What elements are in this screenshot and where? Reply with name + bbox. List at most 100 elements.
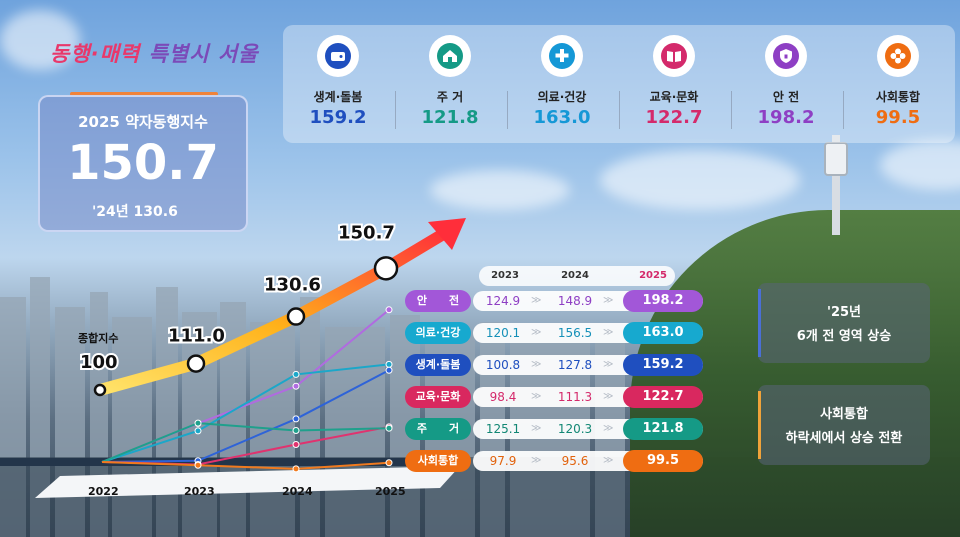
category-value: 122.7 [645, 107, 703, 128]
series-point [292, 440, 300, 448]
table-row: 주 거 125.1 ≫ 120.3 ≫ 121.8 [405, 418, 703, 440]
note-accent [758, 289, 761, 357]
total-index-line [94, 224, 456, 396]
total-point [93, 383, 107, 397]
value-2025: 122.7 [623, 386, 703, 408]
index-summary-box: 2025 약자동행지수 150.7 '24년 130.6 [38, 95, 248, 232]
category-name: 의료·건강 [537, 90, 587, 104]
row-label: 생계·돌봄 [405, 354, 471, 376]
table-header-2025: 2025 [639, 270, 667, 281]
series-point [385, 424, 393, 432]
total-arrow-head [428, 218, 466, 250]
note-all-areas-rise: '25년 6개 전 영역 상승 [758, 283, 930, 363]
category-name: 사회통합 [875, 90, 921, 104]
chevron-right-icon: ≫ [531, 359, 542, 370]
chevron-right-icon: ≫ [603, 359, 614, 370]
value-2024: 127.8 [557, 358, 593, 372]
series-line [101, 461, 390, 470]
chevron-right-icon: ≫ [531, 295, 542, 306]
index-chart: 100 111.0 130.6 150.7 2022 2023 2024 2025 종합지수 [0, 218, 466, 498]
category-health: 의료·건강 163.0 [507, 25, 619, 143]
total-value-label: 130.6 [264, 275, 321, 296]
cloud [600, 150, 800, 210]
value-2024: 95.6 [561, 454, 589, 468]
flower-icon [877, 35, 919, 77]
series-point [385, 306, 393, 314]
chevron-right-icon: ≫ [531, 391, 542, 402]
category-safety: 안 전 198.2 [731, 25, 843, 143]
series-point [194, 461, 202, 469]
value-2023: 97.9 [489, 454, 517, 468]
total-value-label: 100 [80, 352, 118, 373]
value-2025: 198.2 [623, 290, 703, 312]
series-point [385, 459, 393, 467]
category-name: 주 거 [436, 90, 464, 104]
value-2023: 98.4 [489, 390, 517, 404]
total-value-label: 150.7 [338, 222, 395, 243]
series-point [292, 415, 300, 423]
category-value: 99.5 [875, 107, 921, 128]
category-value: 198.2 [757, 107, 815, 128]
total-point [186, 354, 206, 373]
shield-icon [765, 35, 807, 77]
table-row: 사회통합 97.9 ≫ 95.6 ≫ 99.5 [405, 450, 703, 472]
series-line [101, 369, 390, 463]
cloud [0, 10, 80, 70]
value-2023: 124.9 [485, 294, 521, 308]
series-point [292, 465, 300, 473]
note-line1: 사회통합 [820, 407, 868, 422]
seoul-logo: 동행·매력 특별시 서울 [50, 42, 259, 66]
category-value: 163.0 [533, 107, 591, 128]
chevron-right-icon: ≫ [603, 455, 614, 466]
cloud [880, 140, 960, 190]
series-point [292, 370, 300, 378]
category-panel: 생계·돌봄 159.2 주 거 121.8 의료·건강 163.0 교육·문화 … [283, 25, 955, 143]
series-point [385, 360, 393, 368]
seoul-tower-head [824, 142, 848, 176]
category-social: 사회통합 99.5 [843, 25, 955, 143]
note-line2: 6개 전 영역 상승 [796, 329, 892, 344]
value-2024: 111.3 [557, 390, 593, 404]
cloud [430, 170, 570, 210]
value-2024: 156.5 [557, 326, 593, 340]
category-education: 교육·문화 122.7 [619, 25, 731, 143]
series-point [194, 427, 202, 435]
total-point [373, 256, 399, 281]
table-row: 생계·돌봄 100.8 ≫ 127.8 ≫ 159.2 [405, 354, 703, 376]
medical-icon [541, 35, 583, 77]
series-point [194, 419, 202, 427]
total-point [286, 307, 306, 326]
note-line1: '25년 [826, 305, 862, 320]
table-header-2024: 2024 [561, 270, 589, 281]
chevron-right-icon: ≫ [603, 295, 614, 306]
x-tick-label: 2025 [375, 485, 406, 498]
book-icon [653, 35, 695, 77]
base-index-label: 종합지수 [78, 331, 118, 345]
x-tick-label: 2023 [184, 485, 215, 498]
value-2024: 120.3 [557, 422, 593, 436]
note-accent [758, 391, 761, 459]
value-2025: 163.0 [623, 322, 703, 344]
table-row: 의료·건강 120.1 ≫ 156.5 ≫ 163.0 [405, 322, 703, 344]
category-value: 121.8 [421, 107, 479, 128]
value-2025: 121.8 [623, 418, 703, 440]
divider [731, 91, 732, 129]
table-row: 안 전 124.9 ≫ 148.9 ≫ 198.2 [405, 290, 703, 312]
category-value: 159.2 [309, 107, 367, 128]
index-value: 150.7 [67, 135, 219, 191]
index-previous-year: '24년 130.6 [92, 204, 178, 220]
chart-floor [35, 466, 460, 498]
value-2023: 100.8 [485, 358, 521, 372]
series-point [385, 366, 393, 374]
house-icon [429, 35, 471, 77]
divider [507, 91, 508, 129]
category-livelihood: 생계·돌봄 159.2 [283, 25, 395, 143]
table-header-2023: 2023 [491, 270, 519, 281]
note-social-turnaround: 사회통합 하락세에서 상승 전환 [758, 385, 930, 465]
value-2025: 159.2 [623, 354, 703, 376]
chevron-right-icon: ≫ [531, 455, 542, 466]
category-name: 교육·문화 [649, 90, 699, 104]
chevron-right-icon: ≫ [531, 423, 542, 434]
chevron-right-icon: ≫ [603, 423, 614, 434]
category-name: 생계·돌봄 [313, 90, 363, 104]
